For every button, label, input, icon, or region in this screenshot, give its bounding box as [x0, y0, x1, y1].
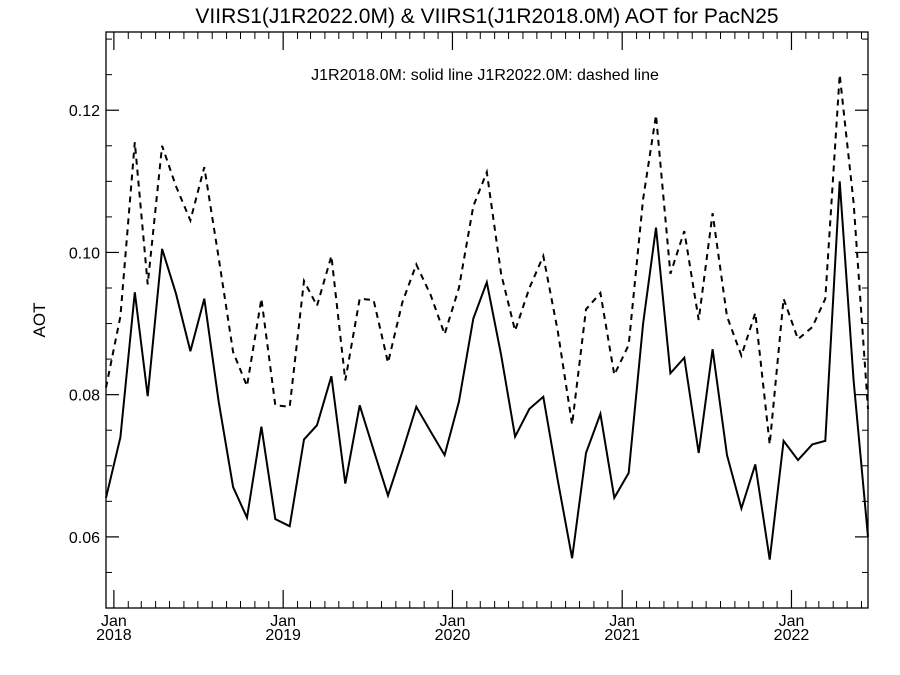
x-tick-year: 2021 [604, 627, 640, 644]
x-tick-month: Jan [101, 613, 127, 630]
series-line-dashed [105, 74, 869, 445]
x-tick-year: 2019 [265, 627, 301, 644]
chart-title: VIIRS1(J1R2022.0M) & VIIRS1(J1R2018.0M) … [195, 5, 778, 28]
y-tick-label: 0.08 [69, 388, 100, 405]
y-tick-label: 0.06 [69, 530, 100, 547]
series-line-solid [105, 181, 869, 560]
x-tick-year: 2018 [96, 627, 132, 644]
x-tick-year: 2022 [774, 627, 810, 644]
y-axis-label: AOT [30, 303, 49, 338]
x-tick-month: Jan [270, 613, 296, 630]
axis-ticks: 0.060.080.100.12Jan2018Jan2019Jan2020Jan… [69, 32, 868, 644]
x-tick-month: Jan [440, 613, 466, 630]
x-tick-month: Jan [609, 613, 635, 630]
line-style-note: J1R2018.0M: solid line J1R2022.0M: dashe… [311, 67, 659, 84]
y-tick-label: 0.10 [69, 245, 100, 262]
x-tick-year: 2020 [435, 627, 471, 644]
series-layer [105, 74, 869, 560]
x-tick-month: Jan [779, 613, 805, 630]
plot-frame [105, 31, 869, 609]
y-tick-label: 0.12 [69, 103, 100, 120]
